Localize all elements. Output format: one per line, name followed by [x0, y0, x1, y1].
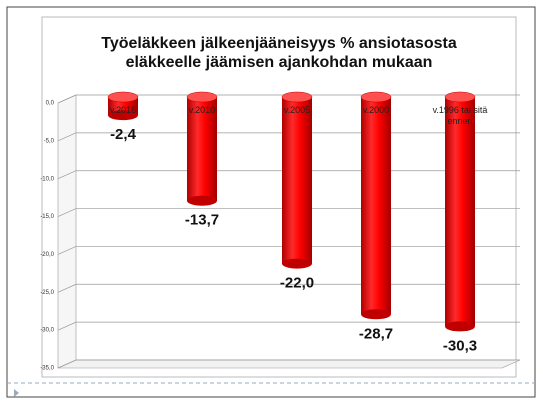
bar — [281, 91, 313, 269]
x-tick-label-box: v.2016 — [109, 105, 137, 115]
y-tick-label: -30,0 — [40, 328, 54, 334]
bar-bottom — [282, 258, 312, 269]
x-tick-label-box: v.2010 — [188, 105, 216, 115]
value-label: -2,4 — [110, 126, 137, 143]
y-tick-label: 0,0 — [46, 101, 55, 107]
bar — [107, 91, 139, 121]
x-tick-label: v.2010 — [188, 105, 216, 115]
x-tick-label: v.1996 tai sitä ennen — [432, 105, 488, 126]
chart-title: Työeläkkeen jälkeenjääneisyys % ansiotas… — [101, 35, 457, 52]
bar-top — [444, 91, 476, 103]
bar-body — [361, 97, 391, 315]
bar — [360, 91, 392, 320]
x-tick-label: v.2005 — [283, 105, 311, 115]
x-tick-label: v.2016 — [109, 105, 137, 115]
y-tick-label: -20,0 — [40, 252, 54, 258]
x-tick-label-box: v.2005 — [283, 105, 311, 115]
value-label: -13,7 — [185, 212, 219, 229]
value-label: -28,7 — [359, 325, 393, 342]
x-tick-label-box: v.2000 — [362, 105, 390, 115]
chart-title: eläkkeelle jäämisen ajankohdan mukaan — [126, 54, 433, 71]
y-tick-label: -10,0 — [40, 176, 54, 182]
bar-top — [281, 91, 313, 103]
value-label: -30,3 — [443, 337, 477, 354]
bar — [444, 91, 476, 332]
slide-frame — [6, 6, 536, 398]
x-tick-label: v.2000 — [362, 105, 390, 115]
bar-top — [360, 91, 392, 103]
bar-body — [187, 97, 217, 201]
x-tick-label-box: v.1996 tai sitä ennen — [432, 105, 488, 126]
slide-marker — [14, 389, 19, 397]
bar-top — [107, 91, 139, 103]
y-tick-label: -5,0 — [44, 138, 55, 144]
bar-body — [282, 97, 312, 264]
bar — [186, 91, 218, 206]
bar-bottom — [108, 110, 138, 121]
grid-line — [57, 321, 520, 331]
bar-body — [445, 97, 475, 327]
bar-bottom — [187, 195, 217, 206]
bar-bottom — [361, 309, 391, 320]
chart-frame — [41, 16, 517, 378]
bar-bottom — [445, 321, 475, 332]
grid-line — [57, 359, 520, 369]
back-wall — [57, 94, 77, 369]
y-tick-label: -25,0 — [40, 290, 54, 296]
y-tick-label: -35,0 — [40, 366, 54, 372]
bar-top — [186, 91, 218, 103]
y-tick-label: -15,0 — [40, 214, 54, 220]
floor — [57, 359, 521, 369]
value-label: -22,0 — [280, 275, 314, 292]
